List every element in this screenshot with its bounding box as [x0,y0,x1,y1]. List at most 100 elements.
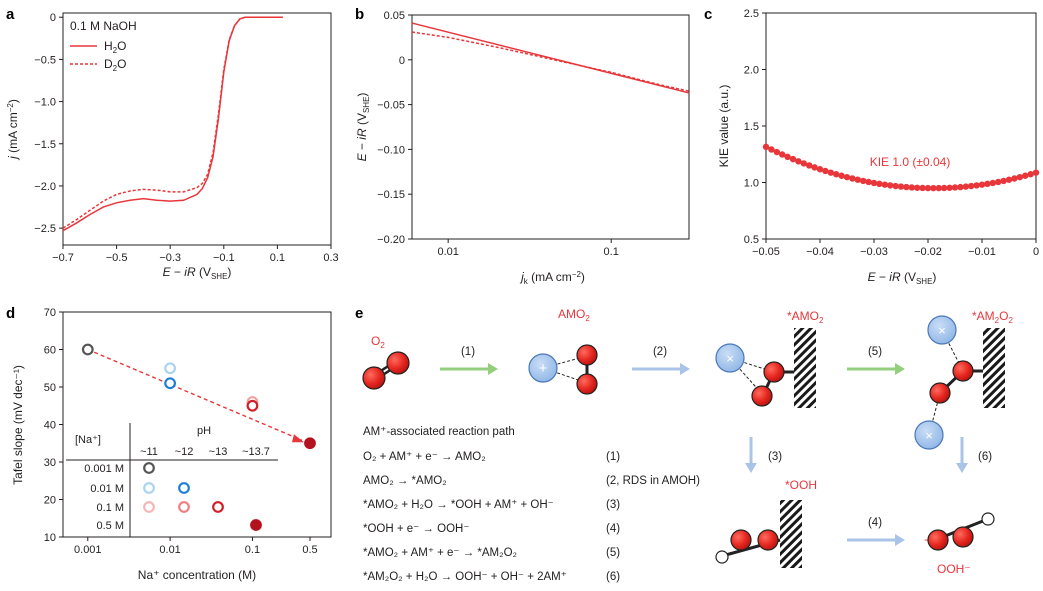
panel-b-xtick-label: 0.01 [437,246,458,258]
kie-point [1005,176,1013,183]
panel-b-ytick-label: −0.05 [377,100,405,112]
panel-a-series [62,16,283,232]
panel-a-y-label: j (mA cm−2) [6,99,20,161]
inset-row-label: 0.001 M [84,463,124,475]
kie-point [1032,169,1040,176]
reaction-number: (2, RDS in AMOH) [606,475,700,487]
panel-b-chart: 0.01 0.1 0.05 0 −0.05 −0.10 −0.15 −0.20 jk (mA… [355,10,690,286]
panel-a-xtick-label: 0.3 [323,252,338,264]
panel-c-chart: −0.05 −0.04 −0.03 −0.02 −0.01 0 2.5 2.0 1.5 1.0 0… [717,8,1040,286]
panel-d-xtick-label: 0.1 [245,544,260,556]
arrow-step-4: (4) [847,517,905,546]
kie-point [957,183,964,191]
panel-d-fit-line [87,348,303,441]
inset-row-label: 0.5 M [96,520,124,532]
panel-d-ytick-label: 20 [44,495,56,507]
kie-point [892,182,899,190]
panel-b-ytick-label: −0.20 [377,234,405,246]
reaction-equation: *AM₂O₂ + H₂O → OOH⁻ + OH⁻ + 2AM⁺ [363,571,567,583]
panel-letter-e: e [355,305,363,322]
panel-c-ytick-label: 1.0 [744,178,759,190]
kie-point [811,164,818,171]
kie-point [827,169,834,176]
panel-c-xtick-label: −0.03 [860,246,888,258]
label-star-ooh: *OOH [785,478,817,492]
kie-point [876,180,883,188]
panel-c-x-label: E − iR (VSHE) [868,270,937,286]
panel-a-y-ticks: 0 −0.5 −1.0 −1.5 −2.0 −2.5 [34,12,63,235]
panel-d-ytick-label: 70 [44,307,56,319]
panel-b-x-ticks: 0.01 0.1 [437,239,619,258]
panel-d-ytick-label: 40 [44,420,56,432]
panel-a-x-label: E − iR (VSHE) [163,265,232,281]
label-amo2: AMO2 [558,307,590,323]
panel-c-ytick-label: 2.0 [744,65,759,77]
panel-b-x-label: jk (mA cm−2) [519,270,585,286]
inset-col-header: ~13 [209,446,228,458]
kie-point [865,178,872,186]
label-star-am2o2: *AM2O2 [972,309,1013,325]
inset-marker [212,501,224,513]
kie-point [1016,173,1023,181]
panel-d-ytick-label: 50 [44,382,56,394]
inset-marker [250,519,262,531]
kie-point [881,181,888,188]
panel-a-d2o-line [62,16,283,229]
panel-d-xtick-label: 0.001 [74,544,102,556]
panel-a-ytick-label: −1.5 [34,139,56,151]
panel-d-point [304,437,316,450]
panel-c-y-label: KIE value (a.u.) [717,85,731,168]
panel-letter-c: c [704,6,712,23]
panel-c-y-ticks: 2.5 2.0 1.5 1.0 0.5 [744,8,766,246]
reaction-equation: O₂ + AM⁺ + e⁻ → AMO₂ [363,451,486,463]
svg-text:×: × [726,351,734,366]
svg-text:(1): (1) [461,346,475,358]
panel-a-xtick-label: −0.7 [52,252,74,264]
inset-col-header: ~12 [175,446,194,458]
star-ooh-adsorbate [715,500,802,568]
kie-point [789,155,797,163]
amo2-molecule: + [528,344,598,395]
panel-a-x-ticks: −0.7 −0.5 −0.3 −0.1 0.1 0.3 [52,245,339,264]
reaction-list: O₂ + AM⁺ + e⁻ → AMO₂ (1) AMO₂ → *AMO₂ (2, R… [363,451,700,583]
kie-point [784,153,791,161]
panel-b-h2o-line [411,22,690,94]
star-am2o2-adsorbate: × × [914,315,1005,450]
panel-d-ytick-label: 60 [44,345,56,357]
reaction-equation: *OOH + e⁻ → OOH⁻ [363,523,469,535]
panel-b-d2o-line [411,31,690,92]
kie-point [946,184,953,191]
kie-point [1011,175,1018,182]
arrow-step-1: (1) [440,346,498,375]
panel-b-series [411,22,690,94]
panel-b-ytick-label: 0.05 [384,10,405,22]
panel-d-x-ticks: 0.001 0.01 0.1 0.5 [74,537,318,556]
reaction-equation: *AMO₂ + H₂O → *OOH + AM⁺ + OH⁻ [363,499,554,511]
panel-c-points [762,143,1040,192]
panel-a-ytick-label: −2.0 [34,181,56,193]
kie-point [897,183,905,190]
panel-c-x-ticks: −0.05 −0.04 −0.03 −0.02 −0.01 0 [752,239,1039,258]
panel-a-legend-title: 0.1 M NaOH [70,19,137,33]
inset-marker [143,482,155,494]
panel-letter-a: a [6,6,15,23]
panel-b-ytick-label: 0 [399,55,405,67]
panel-letter-b: b [355,6,364,23]
kie-point [860,177,867,185]
panel-d-point [81,343,94,356]
kie-point [973,182,980,189]
label-ooh-minus: OOH⁻ [937,562,971,576]
inset-marker [143,501,155,513]
kie-point [806,162,813,169]
panel-c-xtick-label: −0.04 [806,246,834,258]
panel-b-ytick-label: −0.10 [377,144,405,156]
kie-point [838,172,845,179]
inset-marker [178,482,190,494]
panel-d-points [81,343,316,450]
kie-point [978,181,986,188]
reaction-number: (1) [606,451,620,463]
panel-a-xtick-label: −0.1 [213,252,235,264]
svg-text:(3): (3) [768,451,782,463]
